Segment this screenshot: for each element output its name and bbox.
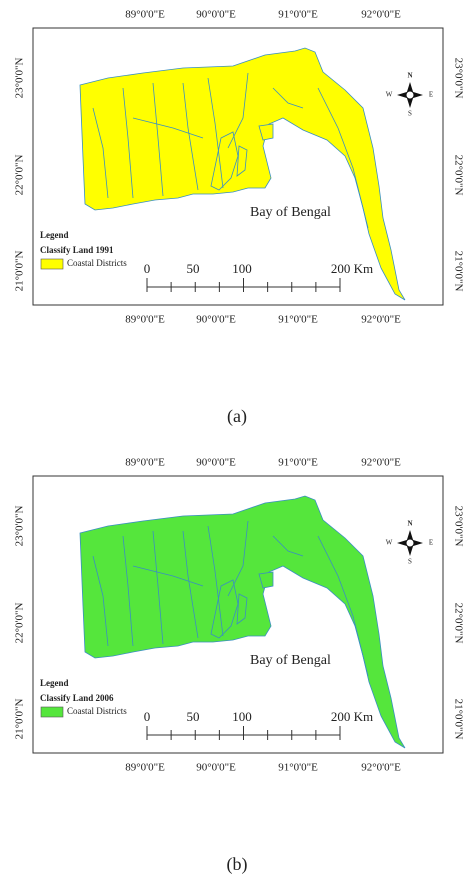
latitude-label: 22°0'0"N — [452, 155, 464, 196]
scale-label: 0 — [144, 709, 151, 724]
longitude-label: 91°0'0"E — [278, 762, 318, 774]
compass-w: W — [386, 91, 393, 99]
river — [227, 520, 249, 597]
latitude-label: 23°0'0"N — [452, 506, 464, 547]
scale-label: 100 — [232, 709, 252, 724]
river — [272, 535, 304, 557]
longitude-label: 91°0'0"E — [278, 457, 318, 469]
river — [92, 555, 109, 647]
latitude-label: 22°0'0"N — [14, 603, 26, 644]
compass-e: E — [429, 539, 433, 547]
longitude-label: 89°0'0"E — [125, 457, 165, 469]
scale-label: 50 — [187, 709, 200, 724]
caption: (b) — [227, 854, 248, 875]
island — [210, 131, 239, 191]
river — [132, 117, 204, 139]
longitude-label: 90°0'0"E — [196, 9, 236, 21]
river — [272, 87, 304, 109]
river — [182, 530, 199, 639]
longitude-label: 89°0'0"E — [125, 314, 165, 326]
compass — [405, 90, 415, 100]
legend-title: Legend — [40, 678, 69, 688]
scale-label: 50 — [187, 261, 200, 276]
river — [122, 535, 134, 647]
longitude-label: 90°0'0"E — [196, 314, 236, 326]
latitude-label: 21°0'0"N — [452, 251, 464, 292]
longitude-label: 90°0'0"E — [196, 457, 236, 469]
island — [258, 571, 274, 589]
river — [122, 87, 134, 199]
longitude-label: 92°0'0"E — [361, 762, 401, 774]
caption: (a) — [227, 406, 247, 427]
map-panel: 89°0'0"E 90°0'0"E 91°0'0"E 92°0'0"E 89°0'0"E… — [14, 457, 465, 876]
scale-label: 100 — [232, 261, 252, 276]
legend-item: Coastal Districts — [67, 258, 127, 268]
legend-swatch — [40, 258, 64, 270]
river — [207, 525, 224, 637]
longitude-label: 89°0'0"E — [125, 9, 165, 21]
latitude-label: 21°0'0"N — [14, 699, 26, 740]
compass-w: W — [386, 539, 393, 547]
latitude-label: 23°0'0"N — [14, 506, 26, 547]
map-frame — [32, 27, 444, 306]
legend-item: Coastal Districts — [67, 706, 127, 716]
island — [258, 123, 274, 141]
river — [317, 87, 369, 229]
legend-swatch — [40, 706, 64, 718]
river — [132, 565, 204, 587]
map-frame — [32, 475, 444, 754]
compass-s: S — [408, 110, 412, 118]
compass-n: N — [407, 72, 412, 80]
longitude-label: 91°0'0"E — [278, 9, 318, 21]
river — [92, 107, 109, 199]
scale-label: 0 — [144, 261, 151, 276]
longitude-label: 92°0'0"E — [361, 457, 401, 469]
scale-label: 200 Km — [331, 261, 373, 276]
compass — [405, 538, 415, 548]
sea-label: Bay of Bengal — [250, 205, 331, 220]
island — [236, 145, 248, 177]
latitude-label: 21°0'0"N — [452, 699, 464, 740]
legend-subtitle: Classify Land 1991 — [40, 245, 114, 255]
river — [152, 530, 164, 645]
latitude-label: 22°0'0"N — [452, 603, 464, 644]
river — [152, 82, 164, 197]
river — [207, 77, 224, 189]
compass-n: N — [407, 520, 412, 528]
sea-label: Bay of Bengal — [250, 653, 331, 668]
compass-e: E — [429, 91, 433, 99]
island — [210, 579, 239, 639]
longitude-label: 92°0'0"E — [361, 9, 401, 21]
latitude-label: 23°0'0"N — [14, 58, 26, 99]
compass-s: S — [408, 558, 412, 566]
longitude-label: 91°0'0"E — [278, 314, 318, 326]
river — [227, 72, 249, 149]
legend-subtitle: Classify Land 2006 — [40, 693, 114, 703]
river — [182, 82, 199, 191]
legend-title: Legend — [40, 230, 69, 240]
map-panel: 89°0'0"E 90°0'0"E 91°0'0"E 92°0'0"E 89°0'0"E… — [14, 9, 465, 428]
island — [236, 593, 248, 625]
longitude-label: 92°0'0"E — [361, 314, 401, 326]
river — [317, 535, 369, 677]
longitude-label: 90°0'0"E — [196, 762, 236, 774]
latitude-label: 22°0'0"N — [14, 155, 26, 196]
latitude-label: 21°0'0"N — [14, 251, 26, 292]
latitude-label: 23°0'0"N — [452, 58, 464, 99]
longitude-label: 89°0'0"E — [125, 762, 165, 774]
scale-label: 200 Km — [331, 709, 373, 724]
